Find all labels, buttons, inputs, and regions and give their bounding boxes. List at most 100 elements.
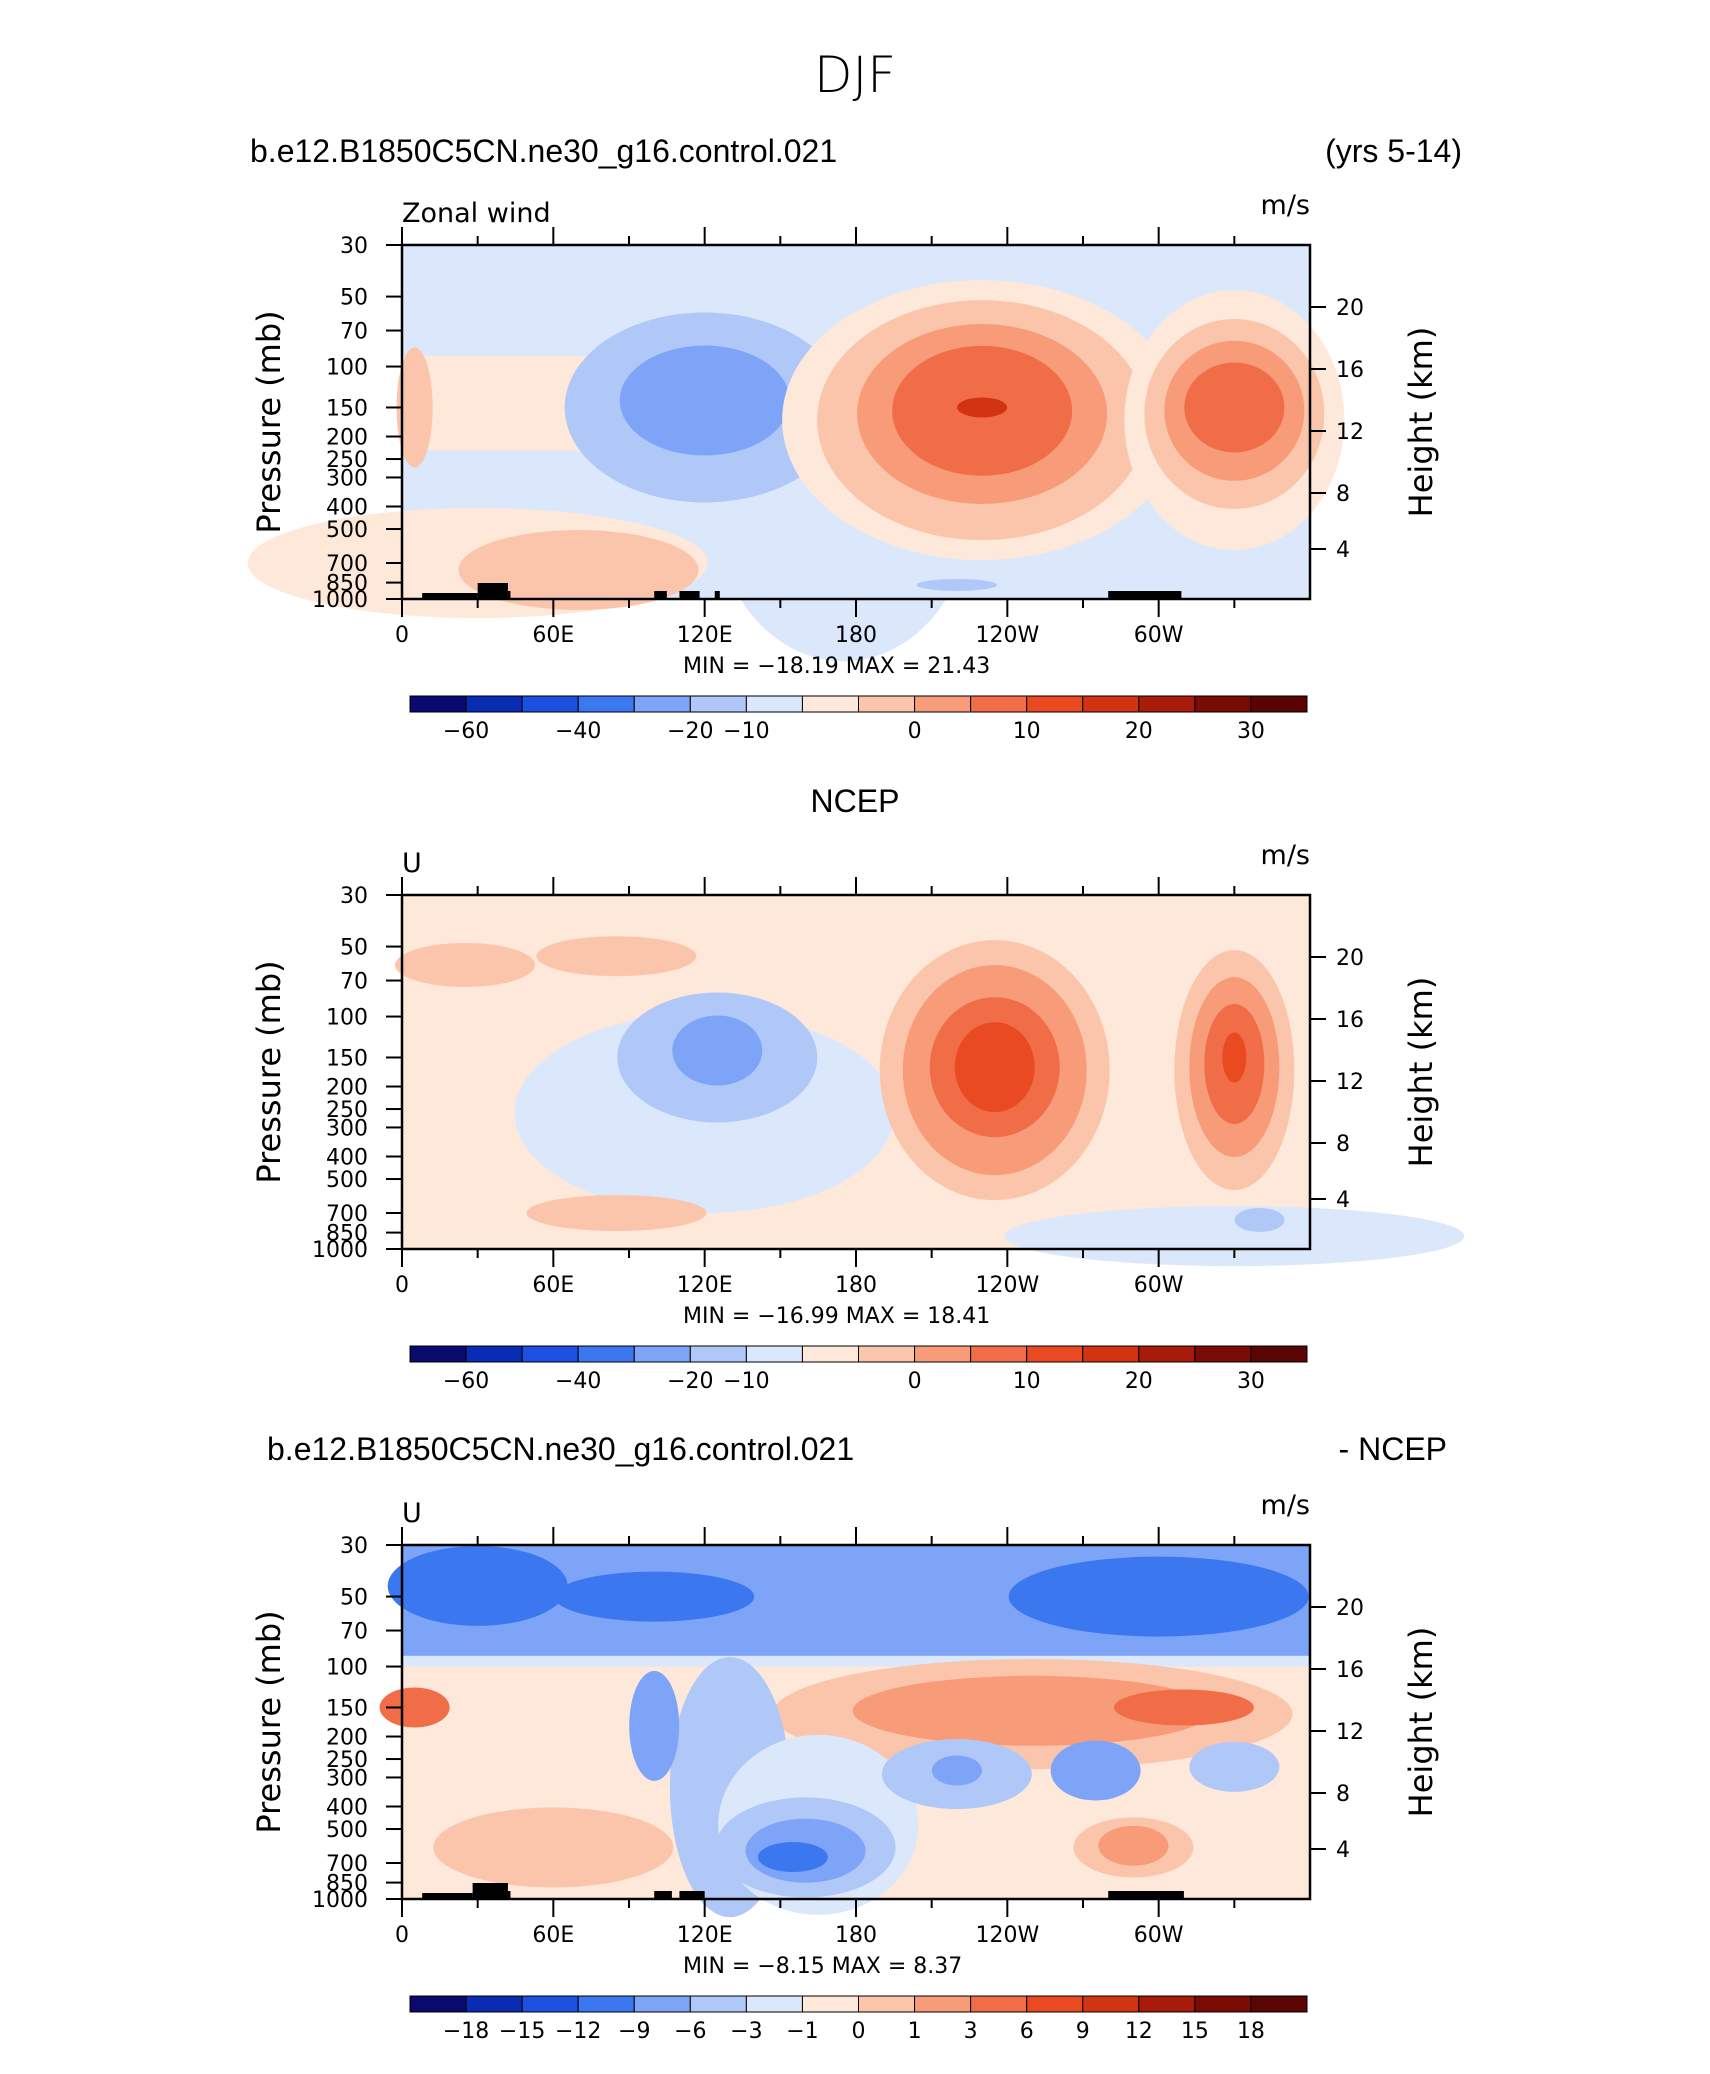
colorbar-box [745, 1345, 803, 1363]
y-right-tick-label: 4 [1336, 538, 1350, 563]
contour-region [1234, 1207, 1285, 1232]
colorbar-box [521, 1345, 579, 1363]
colorbar-box [914, 695, 972, 713]
contour-region [379, 1687, 450, 1728]
y-tick-label: 200 [326, 426, 368, 451]
colorbar-label: 30 [1237, 719, 1265, 744]
y-right-tick-label: 20 [1336, 296, 1364, 321]
y-tick-label: 500 [326, 1168, 368, 1193]
colorbar-box [1138, 1345, 1196, 1363]
panel-header-left: b.e12.B1850C5CN.ne30_g16.control.021 [250, 133, 837, 169]
contour-region [1004, 1206, 1465, 1267]
y-tick-label: 50 [340, 936, 368, 961]
x-tick-label: 60W [1134, 623, 1184, 648]
contour-band [402, 1655, 1310, 1667]
colorbar-box [1026, 1345, 1084, 1363]
y-tick-label: 300 [326, 466, 368, 491]
colorbar-box [858, 695, 916, 713]
colorbar-box [1138, 1995, 1196, 2013]
y-tick-label: 250 [326, 1098, 368, 1123]
y-tick-label: 30 [340, 1534, 368, 1559]
colorbar-label: −15 [499, 2019, 545, 2044]
y-right-axis-title: Height (km) [1402, 327, 1440, 518]
colorbar-box [970, 1995, 1028, 2013]
colorbar-box [858, 1345, 916, 1363]
y-right-tick-label: 20 [1336, 1596, 1364, 1621]
y-right-tick-label: 20 [1336, 946, 1364, 971]
contour-region [619, 345, 790, 456]
contour-region [396, 347, 433, 468]
colorbar-box [1250, 695, 1308, 713]
colorbar-box [465, 1345, 523, 1363]
colorbar: −18 −15 −12 −9 −6 −3 −1 0 1 3 6 9 12 15 18 [409, 1995, 1308, 2044]
topography-mask [679, 591, 700, 599]
colorbar-box [689, 1345, 747, 1363]
topography-mask [654, 591, 667, 599]
y-right-tick-label: 8 [1336, 1132, 1350, 1157]
min-max-label: MIN = −8.15 MAX = 8.37 [683, 1954, 962, 1979]
colorbar-box [689, 695, 747, 713]
x-tick-label: 180 [835, 1923, 877, 1948]
y-tick-label: 150 [326, 396, 368, 421]
y-right-tick-label: 16 [1336, 1008, 1364, 1033]
colorbar-label: −10 [723, 719, 769, 744]
x-tick-label: 120E [677, 1273, 733, 1298]
contour-region [931, 1755, 982, 1786]
units-label: m/s [1261, 1490, 1310, 1521]
figure-title: DJF [814, 46, 896, 104]
colorbar: −60 −40 −20 −10 0 10 20 30 [409, 1345, 1308, 1394]
topography-mask [472, 1883, 508, 1899]
y-tick-label: 50 [340, 1586, 368, 1611]
colorbar-box [577, 1995, 635, 2013]
colorbar-label: 9 [1076, 2019, 1090, 2044]
colorbar-label: −40 [555, 1369, 601, 1394]
y-axis-title: Pressure (mb) [250, 310, 288, 533]
contour-region [433, 1807, 674, 1888]
contour-region [1098, 1825, 1169, 1866]
y-tick-label: 200 [326, 1076, 368, 1101]
colorbar-label: 20 [1125, 719, 1153, 744]
colorbar-box [1194, 1345, 1252, 1363]
y-right-axis-title: Height (km) [1402, 977, 1440, 1168]
colorbar-label: 0 [908, 1369, 922, 1394]
topography-mask [507, 1891, 511, 1899]
topography-mask [422, 1893, 473, 1899]
colorbar: −60 −40 −20 −10 0 10 20 30 [409, 695, 1308, 744]
colorbar-label: −20 [667, 719, 713, 744]
y-tick-label: 50 [340, 286, 368, 311]
colorbar-box [465, 1995, 523, 2013]
x-tick-label: 0 [395, 1273, 409, 1298]
topography-mask [1108, 591, 1182, 599]
contour-region [526, 1194, 707, 1231]
y-tick-label: 70 [340, 1620, 368, 1645]
y-tick-label: 70 [340, 320, 368, 345]
contour-region [536, 936, 697, 977]
x-tick-label: 60E [532, 1273, 574, 1298]
colorbar-box [801, 695, 859, 713]
colorbar-box [858, 1995, 916, 2013]
y-right-tick-label: 16 [1336, 1658, 1364, 1683]
x-tick-label: 0 [395, 1923, 409, 1948]
x-tick-label: 60E [532, 623, 574, 648]
colorbar-box [521, 695, 579, 713]
topography-mask [422, 593, 478, 599]
panel-obs: NCEP U m/s 0 60E 120E 180 120W 60W30507010015… [250, 783, 1465, 1394]
colorbar-box [970, 1345, 1028, 1363]
contour-region [1050, 1740, 1141, 1801]
panel-header-right: (yrs 5-14) [1325, 133, 1462, 169]
colorbar-box [801, 1995, 859, 2013]
topography-mask [1108, 1891, 1184, 1899]
colorbar-box [1194, 1995, 1252, 2013]
y-tick-label: 30 [340, 884, 368, 909]
colorbar-box [914, 1995, 972, 2013]
y-right-tick-label: 4 [1336, 1188, 1350, 1213]
min-max-label: MIN = −18.19 MAX = 21.43 [683, 654, 990, 679]
colorbar-label: 3 [964, 2019, 978, 2044]
colorbar-label: 10 [1013, 719, 1041, 744]
colorbar-box [1250, 1995, 1308, 2013]
y-tick-label: 100 [326, 356, 368, 381]
y-right-tick-label: 16 [1336, 358, 1364, 383]
min-max-label: MIN = −16.99 MAX = 18.41 [683, 1304, 990, 1329]
